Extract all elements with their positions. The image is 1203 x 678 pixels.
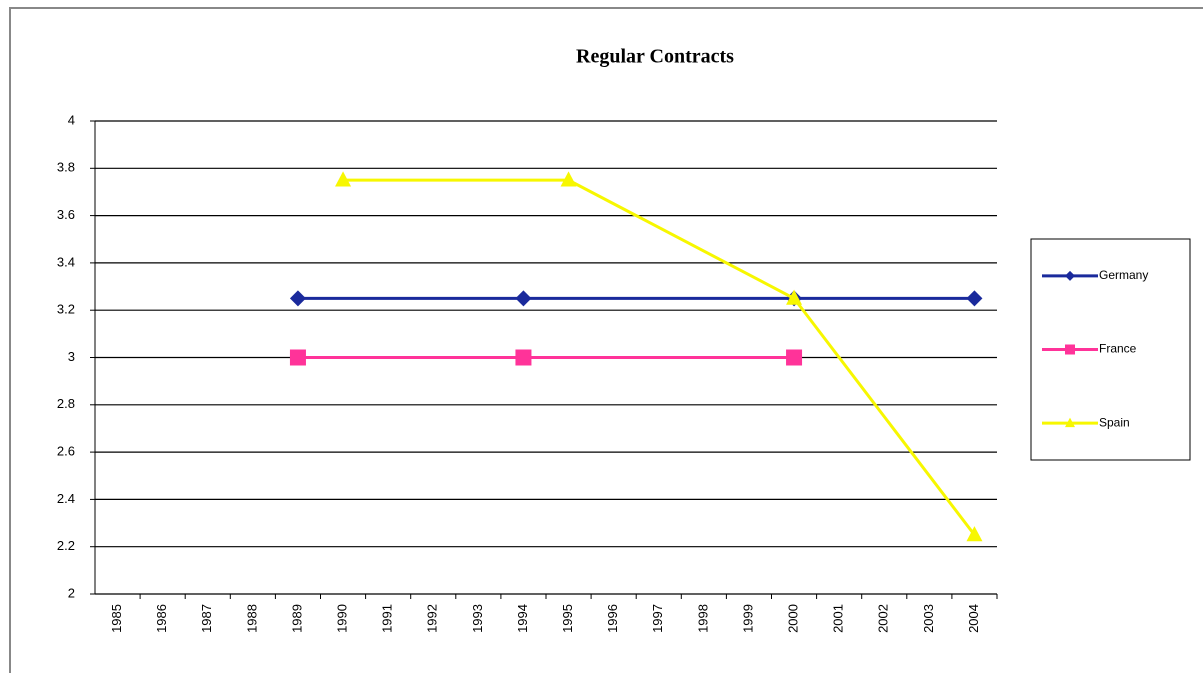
x-tick-label: 1999	[740, 604, 755, 633]
y-tick-label: 4	[68, 112, 75, 127]
x-tick-label: 1988	[244, 604, 259, 633]
y-tick-label: 2.4	[57, 491, 75, 506]
marker	[289, 349, 306, 366]
marker	[515, 349, 532, 366]
legend-label: Spain	[1099, 415, 1130, 429]
marker	[1065, 417, 1075, 428]
marker	[786, 349, 803, 366]
x-tick-label: 1993	[470, 604, 485, 633]
marker	[560, 171, 577, 187]
y-tick-label: 3.6	[57, 207, 75, 222]
y-tick-label: 2.2	[57, 538, 75, 553]
y-tick-label: 3.4	[57, 254, 75, 269]
y-tick-label: 2	[68, 585, 75, 600]
y-tick-label: 3	[68, 349, 75, 364]
x-tick-label: 1989	[289, 604, 304, 633]
series-line	[343, 178, 976, 536]
x-tick-label: 1990	[334, 604, 349, 633]
y-tick-label: 3.2	[57, 302, 75, 317]
x-tick-label: 2002	[876, 604, 891, 633]
x-tick-label: 2003	[921, 604, 936, 633]
x-tick-label: 2000	[785, 604, 800, 633]
marker	[1065, 344, 1075, 355]
x-tick-label: 1987	[199, 604, 214, 633]
x-tick-label: 1986	[154, 604, 169, 633]
marker	[289, 290, 306, 307]
x-tick-label: 1985	[109, 604, 124, 633]
x-tick-label: 1995	[560, 604, 575, 633]
x-tick-label: 1996	[605, 604, 620, 633]
y-tick-label: 3.8	[57, 160, 75, 175]
x-tick-label: 1998	[695, 604, 710, 633]
x-tick-label: 1994	[515, 604, 530, 633]
chart-frame	[9, 7, 1203, 678]
legend-label: Germany	[1099, 268, 1148, 282]
marker	[335, 171, 352, 187]
chart-title: Regular Contracts	[576, 46, 734, 68]
x-tick-label: 1997	[650, 604, 665, 633]
x-tick-label: 1992	[425, 604, 440, 633]
marker	[786, 289, 803, 305]
y-tick-label: 2.8	[57, 396, 75, 411]
marker	[515, 290, 532, 307]
legend-label: France	[1099, 342, 1137, 356]
x-tick-label: 2004	[966, 604, 981, 633]
x-tick-label: 2001	[831, 604, 846, 633]
x-tick-label: 1991	[380, 604, 395, 633]
marker	[966, 290, 983, 307]
marker	[1065, 270, 1075, 281]
marker	[966, 526, 983, 542]
y-tick-label: 2.6	[57, 444, 75, 459]
